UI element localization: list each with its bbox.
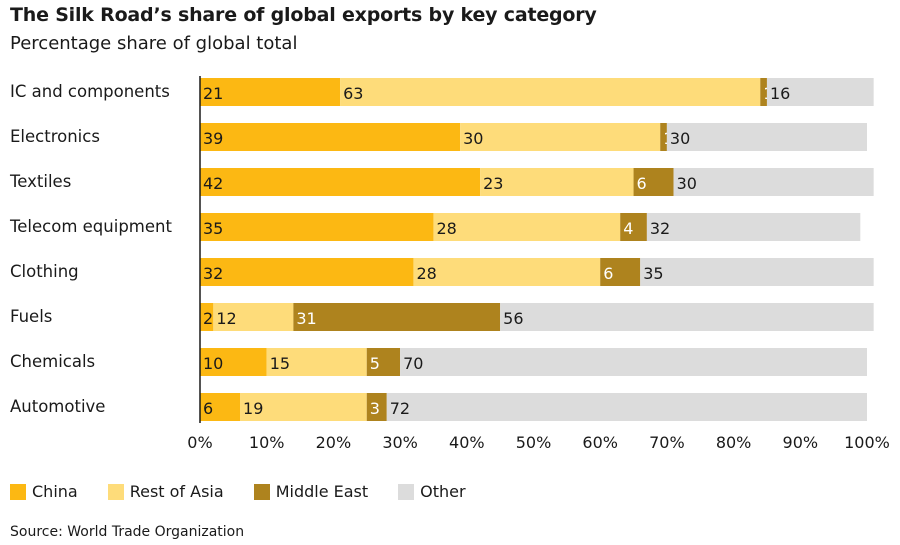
data-label-textiles-china: 42 (203, 174, 223, 193)
bar-ic-and-components-other (766, 78, 874, 106)
legend-label: Other (420, 482, 466, 501)
bar-ic-and-components-china (200, 78, 341, 106)
data-label-chemicals-china: 10 (203, 354, 223, 373)
category-label-clothing: Clothing (10, 262, 79, 281)
data-label-electronics-other: 30 (670, 129, 690, 148)
bar-clothing-rest-of-asia (413, 258, 601, 286)
bar-electronics-rest-of-asia (460, 123, 661, 151)
bar-ic-and-components-middle-east (760, 78, 767, 106)
data-label-clothing-china: 32 (203, 264, 223, 283)
legend-swatch (10, 483, 26, 500)
data-label-chemicals-other: 70 (403, 354, 423, 373)
data-label-ic-and-components-china: 21 (203, 84, 223, 103)
bar-automotive-other (386, 393, 867, 421)
data-label-electronics-china: 39 (203, 129, 223, 148)
category-label-textiles: Textiles (9, 172, 71, 191)
data-label-electronics-rest-of-asia: 30 (463, 129, 483, 148)
bar-telecom-equipment-china (200, 213, 434, 241)
data-label-automotive-rest-of-asia: 19 (243, 399, 263, 418)
x-tick-label: 60% (582, 433, 618, 452)
legend-swatch (107, 483, 124, 500)
category-label-electronics: Electronics (10, 127, 100, 146)
data-label-telecom-equipment-other: 32 (650, 219, 670, 238)
data-label-ic-and-components-rest-of-asia: 63 (343, 84, 363, 103)
data-label-ic-and-components-other: 16 (770, 84, 790, 103)
data-label-telecom-equipment-china: 35 (203, 219, 223, 238)
legend-label: Middle East (275, 482, 369, 501)
stacked-bar-chart: IC and components 21 6 31 16 Electronics 39 30 1… (9, 76, 890, 452)
data-label-chemicals-rest-of-asia: 15 (270, 354, 290, 373)
bar-automotive-rest-of-asia (240, 393, 367, 421)
chart-legend: China Rest of Asia Middle East Other (10, 482, 496, 501)
legend-item-china: China (10, 482, 78, 501)
x-tick-label: 50% (516, 433, 552, 452)
bar-electronics-middle-east (660, 123, 667, 151)
data-label-telecom-equipment-middle-east: 4 (623, 219, 633, 238)
bar-electronics-china (200, 123, 461, 151)
data-label-clothing-middle-east: 6 (603, 264, 613, 283)
legend-swatch (398, 483, 415, 500)
legend-item-rest-of-asia: Rest of Asia (107, 482, 224, 501)
data-label-clothing-rest-of-asia: 28 (416, 264, 436, 283)
category-label-fuels: Fuels (10, 307, 52, 326)
data-label-textiles-middle-east: 6 (637, 174, 647, 193)
data-label-fuels-middle-east: 31 (296, 309, 316, 328)
data-label-textiles-other: 30 (677, 174, 697, 193)
bar-electronics-other (666, 123, 867, 151)
category-label-automotive: Automotive (10, 397, 105, 416)
bar-chemicals-rest-of-asia (266, 348, 367, 376)
x-tick-label: 80% (716, 433, 752, 452)
bar-fuels-middle-east (293, 303, 501, 331)
legend-label: China (32, 482, 78, 501)
category-label-telecom-equipment: Telecom equipment (9, 217, 172, 236)
bar-chemicals-china (200, 348, 267, 376)
bar-telecom-equipment-rest-of-asia (433, 213, 621, 241)
bar-chemicals-middle-east (366, 348, 401, 376)
x-tick-label: 10% (249, 433, 285, 452)
bar-automotive-china (200, 393, 241, 421)
x-tick-label: 100% (844, 433, 890, 452)
x-tick-label: 30% (382, 433, 418, 452)
legend-item-other: Other (398, 482, 466, 501)
x-tick-label: 70% (649, 433, 685, 452)
x-tick-label: 0% (187, 433, 212, 452)
data-label-fuels-china: 2 (203, 309, 213, 328)
data-label-telecom-equipment-rest-of-asia: 28 (436, 219, 456, 238)
source-note: Source: World Trade Organization (10, 524, 245, 540)
data-label-chemicals-middle-east: 5 (370, 354, 380, 373)
legend-item-middle-east: Middle East (253, 482, 369, 501)
x-tick-label: 20% (316, 433, 352, 452)
bar-clothing-china (200, 258, 414, 286)
category-label-ic-and-components: IC and components (10, 82, 170, 101)
bar-clothing-other (640, 258, 874, 286)
data-label-clothing-other: 35 (643, 264, 663, 283)
chart-subtitle: Percentage share of global total (10, 33, 298, 54)
data-label-textiles-rest-of-asia: 23 (483, 174, 503, 193)
legend-label: Rest of Asia (129, 482, 224, 501)
bar-fuels-rest-of-asia (213, 303, 294, 331)
bar-textiles-other (673, 168, 874, 196)
data-label-fuels-other: 56 (503, 309, 523, 328)
bar-textiles-middle-east (633, 168, 674, 196)
bar-telecom-equipment-other (646, 213, 861, 241)
data-label-automotive-china: 6 (203, 399, 213, 418)
category-label-chemicals: Chemicals (10, 352, 95, 371)
bar-automotive-middle-east (366, 393, 387, 421)
x-tick-label: 90% (783, 433, 819, 452)
data-label-fuels-rest-of-asia: 12 (216, 309, 236, 328)
bar-fuels-china (200, 303, 214, 331)
bar-textiles-china (200, 168, 481, 196)
legend-swatch (253, 483, 270, 500)
data-label-automotive-other: 72 (390, 399, 410, 418)
bar-ic-and-components-rest-of-asia (340, 78, 761, 106)
bar-textiles-rest-of-asia (480, 168, 634, 196)
data-label-automotive-middle-east: 3 (370, 399, 380, 418)
x-tick-label: 40% (449, 433, 485, 452)
bar-chemicals-other (400, 348, 867, 376)
bar-clothing-middle-east (600, 258, 641, 286)
bar-telecom-equipment-middle-east (620, 213, 647, 241)
chart-title: The Silk Road’s share of global exports … (10, 4, 597, 26)
bar-fuels-other (500, 303, 874, 331)
